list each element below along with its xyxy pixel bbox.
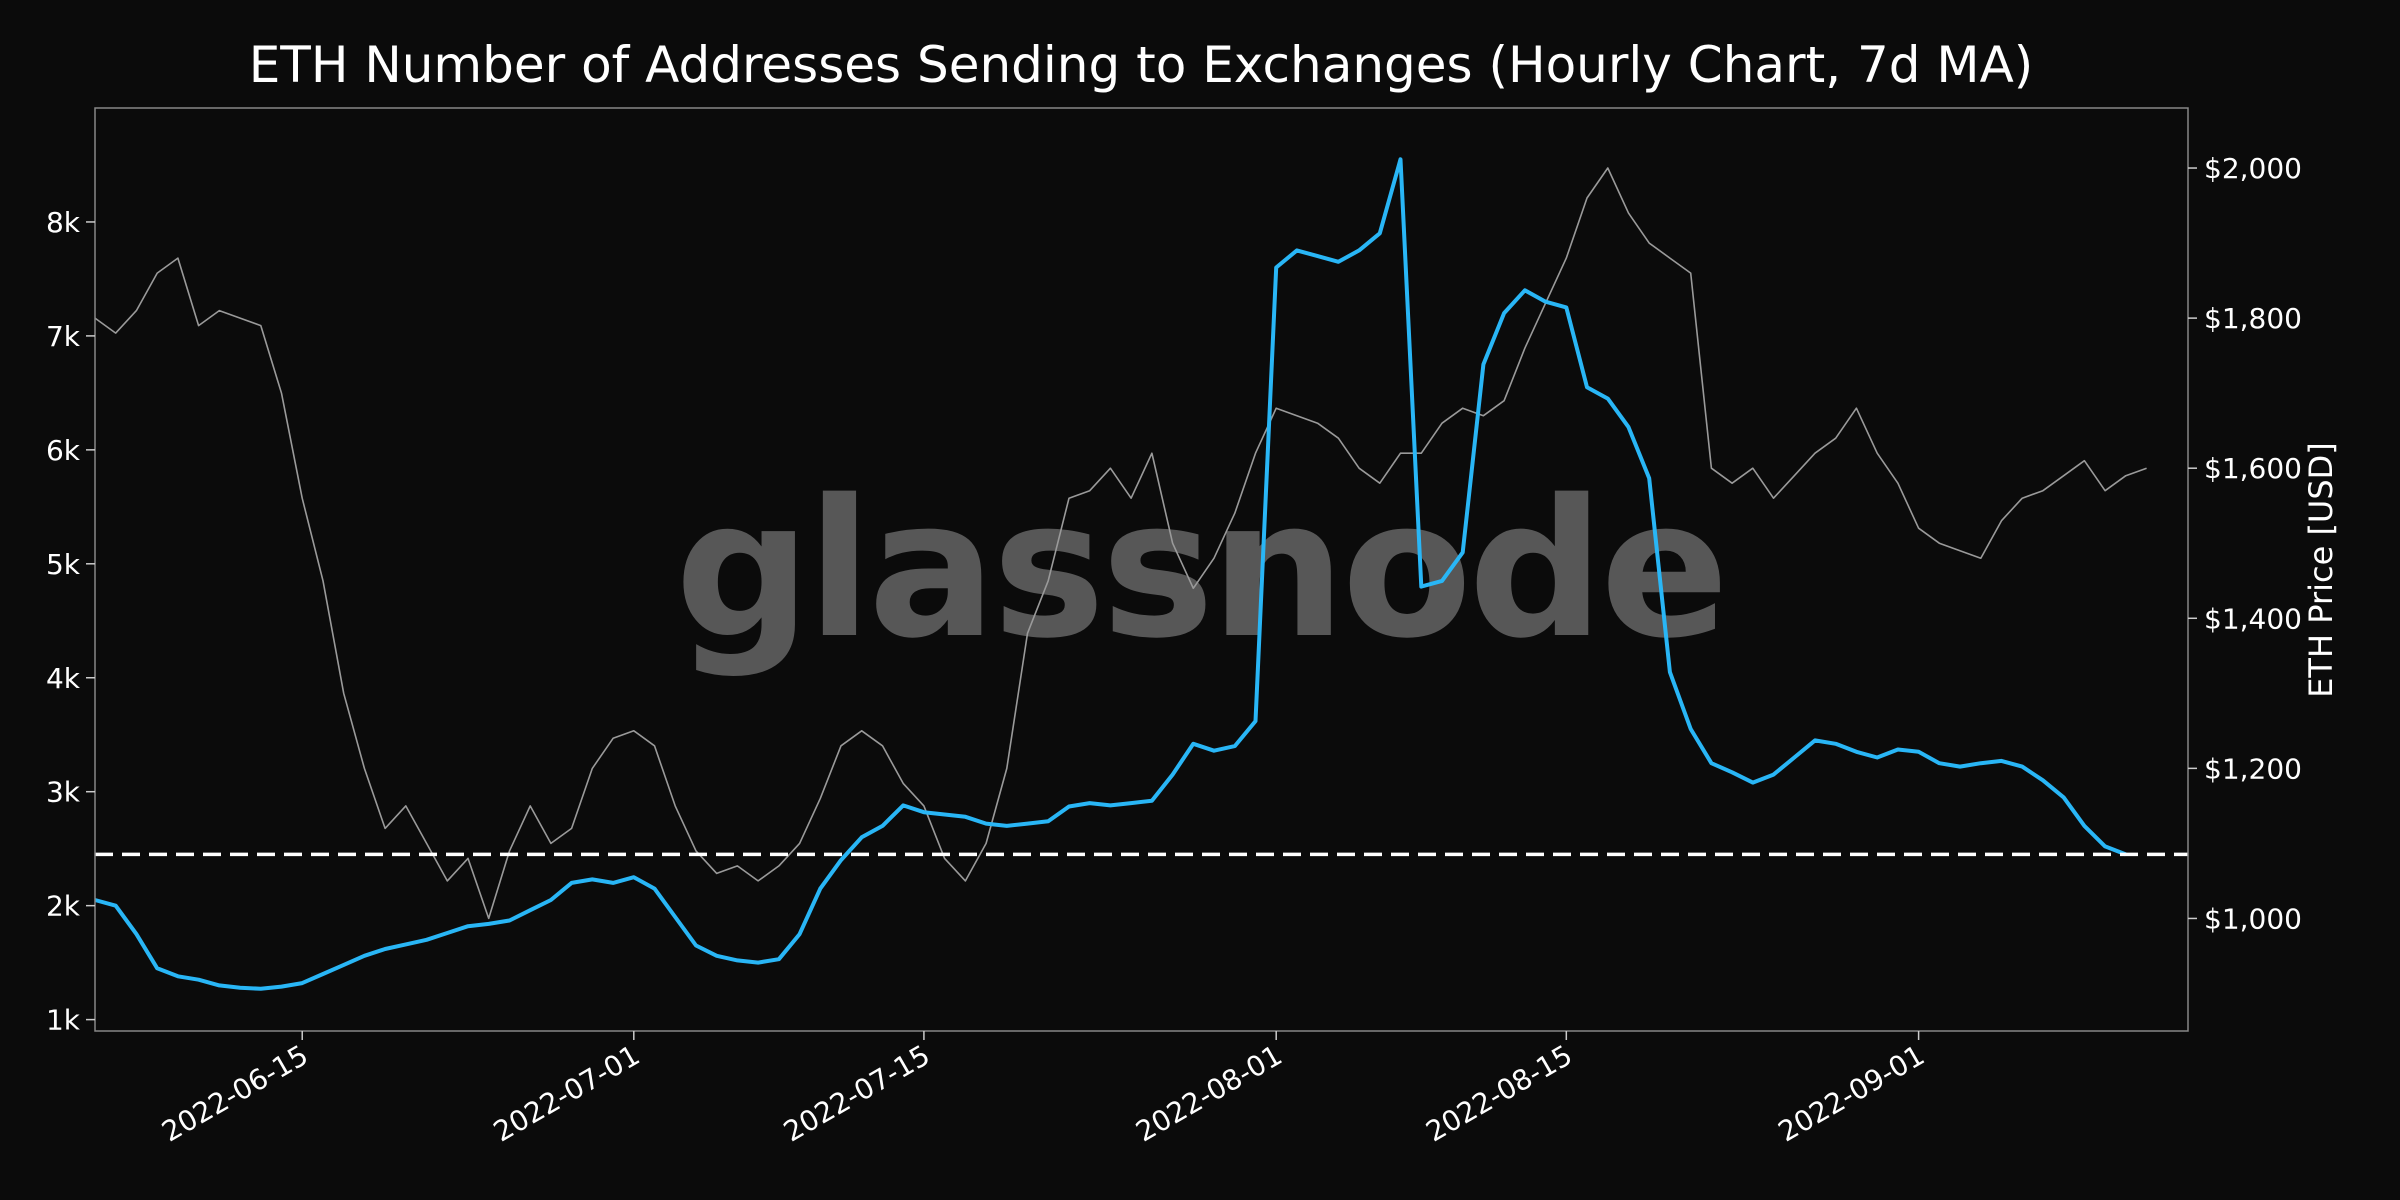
left-tick-label: 7k bbox=[46, 320, 81, 353]
left-tick-label: 1k bbox=[46, 1004, 81, 1037]
eth-price-line bbox=[94, 167, 2147, 920]
right-axis: $1,000 $1,200 $1,400 $1,600 $1,800 $2,000 bbox=[2188, 152, 2302, 935]
left-tick-label: 6k bbox=[46, 434, 81, 467]
right-tick-label: $1,800 bbox=[2204, 302, 2302, 335]
left-axis: 1k 2k 3k 4k 5k 6k 7k 8k bbox=[46, 206, 95, 1037]
right-tick-label: $1,600 bbox=[2204, 452, 2302, 485]
plot-frame bbox=[94, 107, 2189, 1032]
left-tick-label: 2k bbox=[46, 890, 81, 923]
watermark-logo: glassnode bbox=[675, 459, 1725, 680]
addresses-sending-line bbox=[94, 157, 2127, 991]
series-layer bbox=[94, 157, 2147, 991]
right-tick-label: $1,000 bbox=[2204, 902, 2302, 935]
right-tick-label: $1,400 bbox=[2204, 602, 2302, 635]
right-tick-label: $1,200 bbox=[2204, 752, 2302, 785]
left-tick-label: 5k bbox=[46, 548, 81, 581]
right-tick-label: $2,000 bbox=[2204, 152, 2302, 185]
left-tick-label: 8k bbox=[46, 206, 81, 239]
left-tick-label: 3k bbox=[46, 776, 81, 809]
chart-title: ETH Number of Addresses Sending to Excha… bbox=[249, 36, 2034, 94]
right-axis-label: ETH Price [USD] bbox=[2302, 442, 2340, 698]
left-tick-label: 4k bbox=[46, 662, 81, 695]
